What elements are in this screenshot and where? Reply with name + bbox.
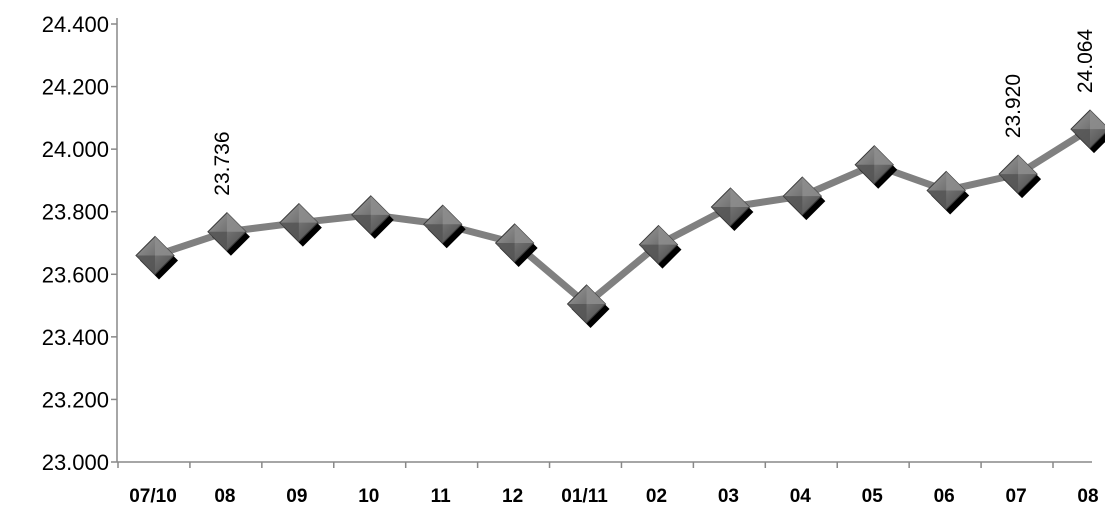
marker-facet (711, 207, 731, 227)
marker-facet (155, 236, 174, 256)
marker-facet (567, 304, 587, 324)
x-tick-label: 02 (646, 486, 667, 506)
x-tick-label: 01/11 (561, 486, 608, 506)
marker-facet (802, 177, 822, 197)
x-axis-ticks: 07/10 08 09 10 11 12 01/11 02 03 04 05 06 07 08 (117, 462, 1099, 506)
marker-facet (946, 171, 966, 191)
data-point-marker (566, 284, 610, 329)
x-tick-label: 07/10 (129, 486, 177, 506)
y-tick-label: 23.600 (42, 262, 109, 287)
marker-facet (927, 190, 947, 210)
marker-facet (226, 212, 246, 232)
marker-facet (999, 174, 1019, 194)
marker-facet (514, 224, 534, 243)
data-point-marker (926, 170, 970, 215)
data-point-marker (782, 176, 826, 221)
marker-facet (442, 205, 462, 225)
x-tick-label: 07 (1006, 486, 1027, 506)
y-tick-label: 24.200 (42, 75, 109, 100)
data-point-marker (351, 195, 394, 239)
x-tick-label: 11 (431, 486, 452, 506)
data-point-marker (854, 145, 898, 189)
data-point-marker (998, 154, 1042, 199)
data-label: 24.064 (1074, 29, 1097, 94)
marker-facet (730, 188, 750, 208)
data-point-marker (710, 187, 754, 232)
marker-facet (586, 285, 606, 305)
data-label: 23.920 (1002, 74, 1025, 138)
marker-facet (639, 244, 659, 264)
data-point-marker (135, 235, 178, 280)
x-tick-label: 05 (862, 486, 884, 506)
x-tick-label: 04 (790, 486, 812, 506)
marker-facet (279, 222, 299, 242)
marker-facet (136, 255, 155, 275)
marker-facet (783, 196, 803, 216)
y-tick-label: 23.200 (42, 387, 109, 412)
marker-facet (1071, 129, 1090, 149)
data-label: 23.736 (211, 132, 234, 196)
x-tick-label: 12 (502, 486, 523, 506)
data-labels: 23.736 23.920 24.064 (211, 29, 1097, 196)
y-tick-label: 23.800 (42, 200, 109, 225)
marker-facet (298, 203, 318, 223)
x-tick-label: 09 (286, 486, 307, 506)
data-point-marker (494, 223, 538, 267)
marker-facet (1018, 155, 1038, 175)
marker-facet (658, 225, 678, 245)
data-point-marker (207, 212, 250, 256)
y-tick-label: 23.000 (42, 450, 109, 475)
chart-axes (116, 18, 1092, 463)
y-tick-label: 24.400 (42, 12, 109, 37)
data-point-marker (638, 224, 682, 269)
marker-facet (855, 164, 875, 184)
y-tick-label: 24.000 (42, 137, 109, 162)
y-tick-label: 23.400 (42, 325, 109, 350)
marker-facet (1090, 110, 1105, 130)
marker-facet (370, 195, 390, 215)
y-axis-ticks: 23.000 23.200 23.400 23.600 23.800 24.000 24.2… (42, 12, 117, 475)
marker-facet (495, 243, 515, 262)
x-tick-label: 10 (358, 486, 379, 506)
marker-facet (874, 145, 894, 165)
x-tick-label: 06 (934, 486, 955, 506)
marker-facet (351, 214, 371, 234)
x-tick-label: 08 (214, 486, 235, 506)
x-tick-label: 03 (718, 486, 739, 506)
data-point-marker (422, 204, 466, 249)
data-point-marker (279, 202, 322, 247)
data-point-marker (1070, 109, 1105, 154)
series-markers (135, 109, 1105, 329)
marker-facet (207, 231, 227, 251)
marker-facet (423, 224, 443, 244)
x-tick-label: 08 (1077, 486, 1098, 506)
